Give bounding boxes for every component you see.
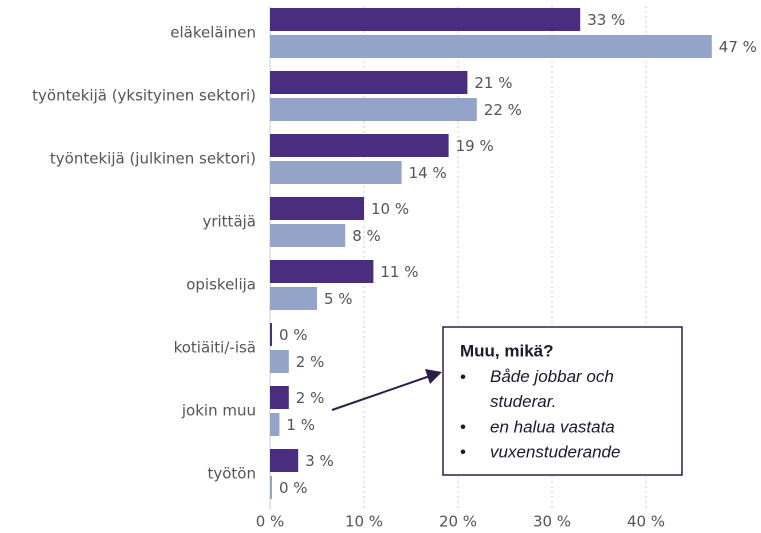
arrow-line (331, 375, 431, 411)
bar (270, 476, 272, 499)
category-label: jokin muu (181, 402, 256, 420)
category-label: työntekijä (yksityinen sektori) (32, 87, 256, 105)
value-label: 14 % (409, 164, 447, 182)
value-label: 22 % (484, 101, 522, 119)
value-label: 2 % (296, 353, 325, 371)
bullet: • (460, 367, 466, 386)
value-label: 0 % (279, 479, 308, 497)
annotation-item: vuxenstuderande (490, 442, 620, 461)
value-label: 21 % (474, 74, 512, 92)
value-label: 8 % (352, 227, 381, 245)
bar (270, 323, 272, 346)
bar (270, 197, 364, 220)
bar (270, 134, 449, 157)
value-label: 10 % (371, 200, 409, 218)
value-label: 3 % (305, 452, 334, 470)
value-label: 33 % (587, 11, 625, 29)
bar (270, 386, 289, 409)
value-label: 5 % (324, 290, 353, 308)
bar (270, 8, 581, 31)
value-label: 11 % (380, 263, 418, 281)
category-label: yrittäjä (202, 213, 256, 231)
value-label: 19 % (456, 137, 494, 155)
annotation-box (442, 326, 683, 476)
category-label: työtön (207, 465, 256, 483)
bar (270, 98, 477, 121)
annotation: Muu, mikä? • Både jobbar och studerar. • … (331, 326, 683, 476)
bar (270, 224, 346, 247)
bar (270, 287, 317, 310)
x-tick-label: 40 % (627, 513, 665, 531)
bar (270, 413, 280, 436)
category-label: opiskelija (186, 276, 256, 294)
arrow-head (425, 369, 442, 384)
annotation-item: en halua vastata (490, 417, 615, 436)
category-label: työntekijä (julkinen sektori) (50, 150, 256, 168)
category-label: eläkeläinen (170, 24, 256, 42)
x-tick-label: 20 % (439, 513, 477, 531)
bar (270, 161, 402, 184)
bar (270, 35, 712, 58)
x-tick-label: 30 % (533, 513, 571, 531)
value-label: 47 % (719, 38, 757, 56)
bar (270, 449, 299, 472)
bullet: • (460, 442, 466, 461)
x-tick-label: 10 % (345, 513, 383, 531)
value-label: 0 % (279, 326, 308, 344)
x-tick-label: 0 % (256, 513, 285, 531)
value-label: 1 % (286, 416, 315, 434)
bar (270, 350, 289, 373)
category-label: kotiäiti/-isä (174, 339, 256, 357)
annotation-item: Både jobbar och studerar. (490, 367, 614, 411)
bar (270, 260, 374, 283)
bars: eläkeläinen 33 % 47 % työntekijä (yksityine… (32, 8, 757, 499)
annotation-title: Muu, mikä? (460, 341, 554, 360)
value-label: 2 % (296, 389, 325, 407)
bar (270, 71, 468, 94)
bullet: • (460, 417, 466, 436)
